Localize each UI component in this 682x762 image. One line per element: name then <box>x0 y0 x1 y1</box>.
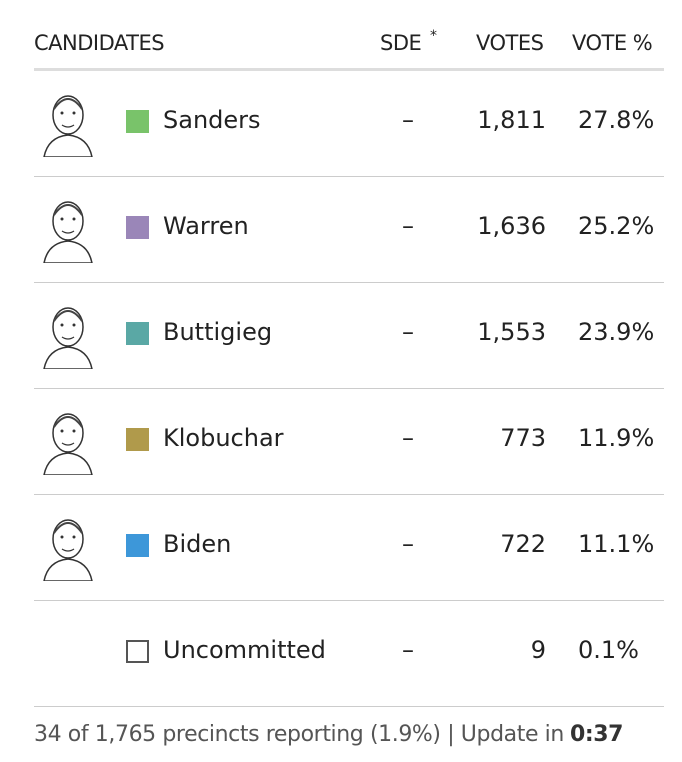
countdown: 0:37 <box>569 722 624 747</box>
sde: – <box>402 424 414 452</box>
portrait <box>43 201 93 263</box>
row-rule <box>34 388 664 389</box>
footer: 34 of 1,765 precincts reporting (1.9%) |… <box>34 722 623 747</box>
swatch <box>126 428 149 451</box>
header-sde: SDE <box>380 31 422 55</box>
votes: 1,811 <box>477 106 546 134</box>
candidate-name: Klobuchar <box>163 424 284 452</box>
vote-pct: 11.9% <box>578 424 655 452</box>
vote-pct: 23.9% <box>578 318 655 346</box>
vote-pct: 11.1% <box>578 530 655 558</box>
vote-pct: 25.2% <box>578 212 655 240</box>
row-rule <box>34 282 664 283</box>
header-candidates: CANDIDATES <box>34 31 165 55</box>
candidate-name: Warren <box>163 212 249 240</box>
row-rule <box>34 494 664 495</box>
header-asterisk: * <box>430 28 437 44</box>
swatch <box>126 110 149 133</box>
swatch <box>126 322 149 345</box>
header-rule <box>34 68 664 71</box>
candidate-name: Sanders <box>163 106 261 134</box>
sde: – <box>402 318 414 346</box>
portrait <box>43 307 93 369</box>
candidate-name: Biden <box>163 530 232 558</box>
votes: 9 <box>530 636 546 664</box>
votes: 1,553 <box>477 318 546 346</box>
vote-pct: 27.8% <box>578 106 655 134</box>
votes: 773 <box>500 424 546 452</box>
status: 34 of 1,765 precincts reporting (1.9%) |… <box>34 722 564 747</box>
candidate-name: Uncommitted <box>163 636 326 664</box>
row-rule <box>34 706 664 707</box>
swatch <box>126 216 149 239</box>
vote-pct: 0.1% <box>578 636 639 664</box>
candidate-name: Buttigieg <box>163 318 273 346</box>
swatch <box>126 534 149 557</box>
header-votes: VOTES <box>476 31 544 55</box>
votes: 1,636 <box>477 212 546 240</box>
swatch <box>126 640 149 663</box>
portrait <box>43 519 93 581</box>
row-rule <box>34 176 664 177</box>
sde: – <box>402 212 414 240</box>
votes: 722 <box>500 530 546 558</box>
sde: – <box>402 636 414 664</box>
sde: – <box>402 530 414 558</box>
row-rule <box>34 600 664 601</box>
sde: – <box>402 106 414 134</box>
portrait <box>43 95 93 157</box>
portrait <box>43 413 93 475</box>
header-vote-pct: VOTE % <box>572 31 653 55</box>
